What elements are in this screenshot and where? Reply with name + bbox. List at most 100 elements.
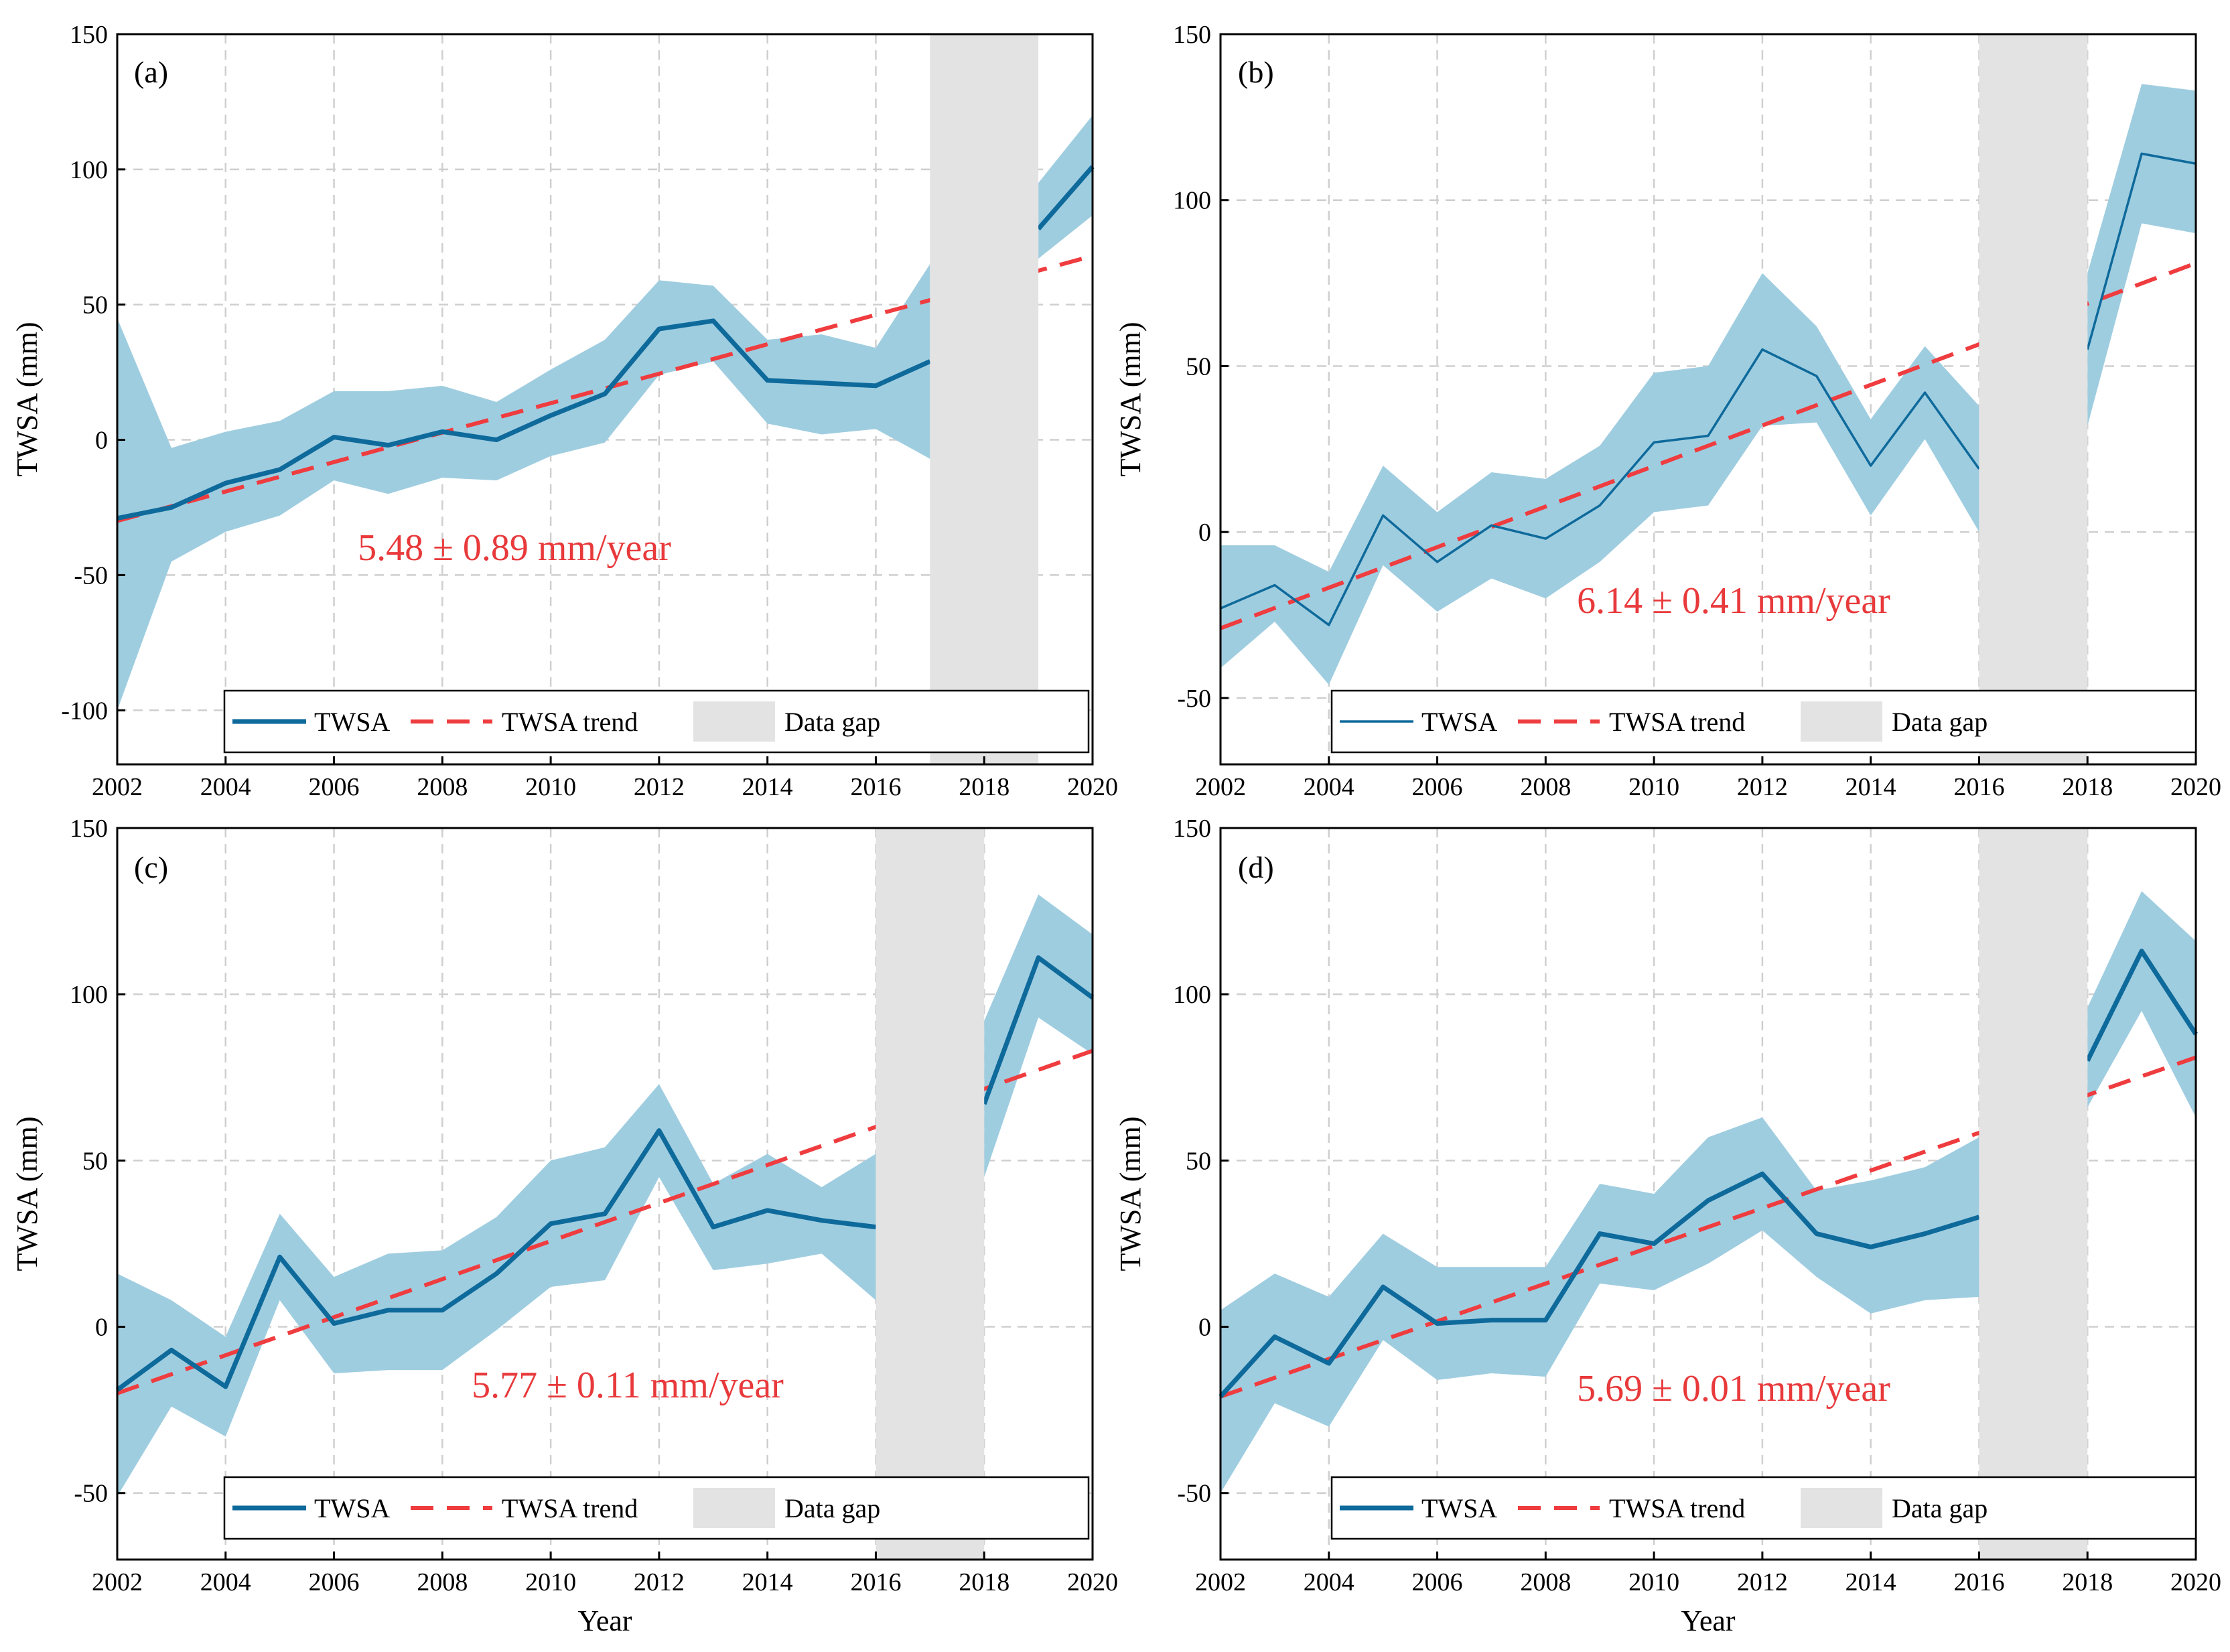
legend-trend-label: TWSA trend bbox=[1609, 1493, 1745, 1523]
x-axis-title: Year bbox=[577, 1604, 632, 1637]
x-tick-label: 2014 bbox=[742, 773, 793, 801]
y-tick-label: 0 bbox=[95, 1314, 108, 1342]
x-tick-label: 2008 bbox=[417, 773, 468, 801]
x-tick-label: 2016 bbox=[850, 1568, 901, 1596]
y-tick-label: 50 bbox=[82, 1147, 108, 1175]
axis-ticks: 2002 2004 2006 2008 2010 2012 2014 2016 2018 2020… bbox=[70, 815, 1118, 1596]
x-tick-label: 2010 bbox=[525, 1568, 576, 1596]
panel-label: (a) bbox=[134, 55, 168, 89]
legend: TWSA TWSA trend Data gap bbox=[1330, 689, 2197, 754]
legend-gap-swatch bbox=[1801, 701, 1882, 742]
trend-line bbox=[1220, 1055, 2197, 1399]
twsa-series-line bbox=[1220, 348, 1980, 626]
uncertainty-band bbox=[1221, 273, 1979, 685]
x-tick-label: 2006 bbox=[309, 773, 360, 801]
legend-gap-label: Data gap bbox=[1892, 1493, 1988, 1523]
panel-label: (b) bbox=[1238, 55, 1274, 89]
x-tick-label: 2002 bbox=[92, 773, 143, 801]
y-tick-label: 150 bbox=[1173, 815, 1211, 843]
data-gap-region bbox=[1979, 34, 2088, 764]
plot-area: 2002 2004 2006 2008 2010 2012 2014 2016 2018 2020… bbox=[1173, 21, 2221, 801]
y-tick-label: 100 bbox=[1173, 981, 1211, 1009]
trend-line bbox=[117, 1048, 1093, 1395]
y-tick-label: -50 bbox=[1177, 685, 1211, 713]
y-tick-label: 150 bbox=[70, 21, 108, 49]
x-tick-label: 2008 bbox=[1520, 1568, 1571, 1596]
legend-twsa-label: TWSA bbox=[1421, 707, 1497, 737]
y-tick-label: 0 bbox=[1198, 1314, 1211, 1342]
uncertainty-band bbox=[984, 894, 1093, 1178]
y-tick-label: -50 bbox=[74, 1480, 108, 1508]
y-tick-label: -100 bbox=[61, 697, 108, 725]
panel-b: 2002 2004 2006 2008 2010 2012 2014 2016 2018 2020… bbox=[1114, 21, 2221, 801]
axis-ticks: 2002 2004 2006 2008 2010 2012 2014 2016 2018 2020… bbox=[1173, 815, 2221, 1596]
uncertainty-band bbox=[1038, 115, 1093, 259]
x-tick-label: 2006 bbox=[309, 1568, 360, 1596]
data-gap-region bbox=[930, 34, 1039, 764]
panel-d: 2002 2004 2006 2008 2010 2012 2014 2016 2018 2020… bbox=[1114, 815, 2221, 1637]
plot-area: 2002 2004 2006 2008 2010 2012 2014 2016 2018 2020… bbox=[70, 815, 1118, 1596]
legend-box bbox=[223, 689, 1090, 754]
legend-twsa-label: TWSA bbox=[1421, 1493, 1497, 1523]
trend-rate-label: 5.69 ± 0.01 mm/year bbox=[1577, 1368, 1890, 1409]
legend-box bbox=[223, 1476, 1090, 1540]
x-tick-label: 2014 bbox=[1845, 1568, 1896, 1596]
twsa-series-line bbox=[2085, 949, 2198, 1062]
x-tick-label: 2016 bbox=[850, 773, 901, 801]
y-axis-title: TWSA (mm) bbox=[11, 1117, 44, 1271]
legend-gap-swatch bbox=[1801, 1488, 1882, 1528]
x-tick-label: 2018 bbox=[2062, 773, 2113, 801]
y-axis-title: TWSA (mm) bbox=[1114, 1117, 1147, 1271]
x-tick-label: 2020 bbox=[2170, 1568, 2221, 1596]
y-tick-label: 100 bbox=[1173, 187, 1211, 215]
twsa-series-line bbox=[1218, 1171, 1980, 1399]
trend-rate-label: 5.77 ± 0.11 mm/year bbox=[472, 1365, 784, 1406]
panel-label: (c) bbox=[134, 850, 168, 884]
x-tick-label: 2012 bbox=[1737, 773, 1788, 801]
axis-ticks: 2002 2004 2006 2008 2010 2012 2014 2016 2018 2020… bbox=[61, 21, 1118, 801]
x-tick-label: 2016 bbox=[1953, 1568, 2004, 1596]
x-tick-label: 2014 bbox=[1845, 773, 1896, 801]
x-tick-label: 2010 bbox=[1628, 773, 1679, 801]
legend: TWSA TWSA trend Data gap bbox=[223, 689, 1090, 754]
legend-twsa-label: TWSA bbox=[314, 707, 390, 737]
legend-trend-label: TWSA trend bbox=[1609, 707, 1745, 737]
x-tick-label: 2002 bbox=[1195, 773, 1246, 801]
legend: TWSA TWSA trend Data gap bbox=[1330, 1476, 2197, 1540]
y-tick-label: -50 bbox=[74, 561, 108, 590]
legend-gap-swatch bbox=[693, 701, 775, 742]
x-tick-label: 2018 bbox=[959, 773, 1009, 801]
x-tick-label: 2010 bbox=[1628, 1568, 1679, 1596]
y-tick-label: 50 bbox=[1186, 352, 1211, 381]
panel-c: 2002 2004 2006 2008 2010 2012 2014 2016 2018 2020… bbox=[11, 815, 1118, 1637]
y-tick-label: 100 bbox=[70, 981, 108, 1009]
legend-trend-label: TWSA trend bbox=[502, 1493, 638, 1523]
y-tick-label: -50 bbox=[1177, 1480, 1211, 1508]
twsa-series-line bbox=[117, 318, 931, 521]
uncertainty-band bbox=[2087, 84, 2196, 426]
x-tick-label: 2020 bbox=[1067, 773, 1118, 801]
x-tick-label: 2018 bbox=[2062, 1568, 2113, 1596]
plot-frame bbox=[116, 33, 1094, 766]
legend-gap-label: Data gap bbox=[1892, 707, 1988, 737]
x-tick-label: 2006 bbox=[1412, 1568, 1463, 1596]
uncertainty-band bbox=[2087, 891, 2196, 1117]
x-tick-label: 2006 bbox=[1412, 773, 1463, 801]
y-tick-label: 50 bbox=[1186, 1147, 1211, 1175]
data-gap-region bbox=[1979, 828, 2088, 1560]
twsa-series-line bbox=[1036, 165, 1095, 230]
y-tick-label: 150 bbox=[1173, 21, 1211, 49]
x-tick-label: 2020 bbox=[2170, 773, 2221, 801]
panel-a: 2002 2004 2006 2008 2010 2012 2014 2016 2018 2020… bbox=[11, 21, 1118, 801]
x-tick-label: 2002 bbox=[92, 1568, 143, 1596]
plot-area: 2002 2004 2006 2008 2010 2012 2014 2016 2018 2020… bbox=[61, 21, 1118, 801]
y-tick-label: 100 bbox=[70, 156, 108, 184]
x-tick-label: 2012 bbox=[634, 773, 685, 801]
y-tick-label: 0 bbox=[1198, 519, 1211, 547]
axis-ticks: 2002 2004 2006 2008 2010 2012 2014 2016 2018 2020… bbox=[1173, 21, 2221, 801]
trend-line bbox=[1219, 261, 2197, 630]
plot-frame bbox=[116, 827, 1094, 1561]
uncertainty-band bbox=[117, 1084, 876, 1497]
plot-frame bbox=[1219, 827, 2197, 1561]
